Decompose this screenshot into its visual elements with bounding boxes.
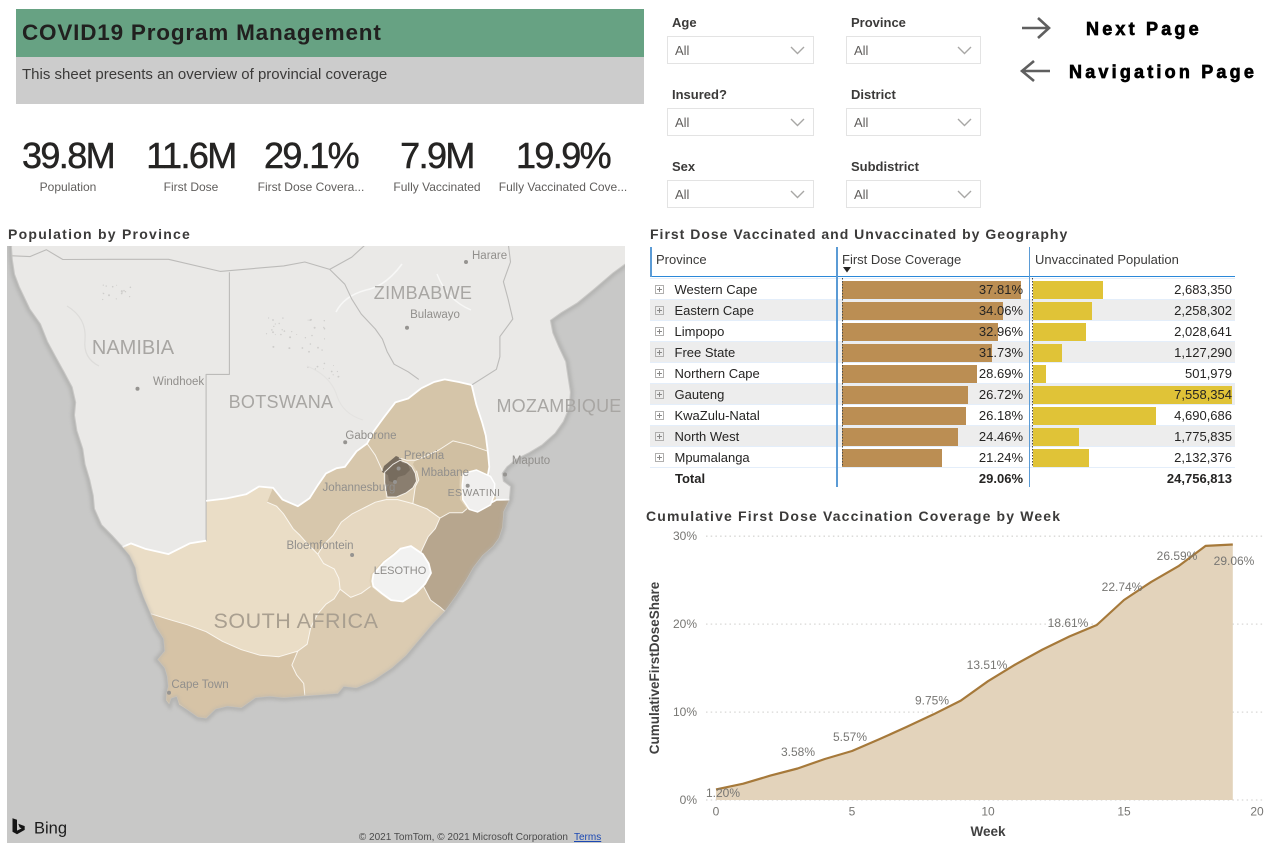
svg-text:© 2021 TomTom, © 2021 Microsof: © 2021 TomTom, © 2021 Microsoft Corporat…	[359, 832, 568, 843]
svg-text:1.20%: 1.20%	[706, 786, 740, 800]
svg-text:CumulativeFirstDoseShare: CumulativeFirstDoseShare	[647, 581, 662, 754]
svg-text:MOZAMBIQUE: MOZAMBIQUE	[496, 396, 621, 416]
svg-text:3.58%: 3.58%	[781, 745, 815, 759]
svg-text:Cape Town: Cape Town	[171, 679, 228, 691]
svg-text:26.59%: 26.59%	[1157, 549, 1198, 563]
svg-text:Bulawayo: Bulawayo	[410, 309, 460, 321]
svg-text:0: 0	[713, 805, 720, 819]
svg-text:Bing: Bing	[34, 820, 67, 838]
svg-text:Pretoria: Pretoria	[404, 450, 445, 462]
svg-text:29.06%: 29.06%	[1214, 554, 1255, 568]
svg-text:ESWATINI: ESWATINI	[448, 487, 501, 499]
svg-text:Windhoek: Windhoek	[153, 376, 204, 388]
svg-text:22.74%: 22.74%	[1102, 580, 1143, 594]
svg-text:BOTSWANA: BOTSWANA	[229, 392, 334, 412]
svg-text:5.57%: 5.57%	[833, 730, 867, 744]
svg-text:20: 20	[1250, 805, 1264, 819]
svg-text:NAMIBIA: NAMIBIA	[92, 337, 175, 359]
svg-text:Mbabane: Mbabane	[421, 467, 469, 479]
svg-text:Gaborone: Gaborone	[345, 430, 396, 442]
svg-text:13.51%: 13.51%	[967, 658, 1008, 672]
svg-text:10: 10	[981, 805, 995, 819]
svg-text:SOUTH AFRICA: SOUTH AFRICA	[214, 609, 379, 633]
svg-text:0%: 0%	[680, 793, 698, 807]
svg-text:10%: 10%	[673, 705, 697, 719]
svg-text:Terms: Terms	[574, 832, 601, 843]
svg-text:15: 15	[1117, 805, 1131, 819]
svg-text:LESOTHO: LESOTHO	[374, 565, 427, 577]
svg-text:Week: Week	[970, 824, 1006, 839]
svg-text:9.75%: 9.75%	[915, 694, 949, 708]
svg-text:Maputo: Maputo	[512, 455, 550, 467]
svg-text:18.61%: 18.61%	[1048, 616, 1089, 630]
svg-text:20%: 20%	[673, 617, 697, 631]
svg-text:30%: 30%	[673, 529, 697, 543]
svg-text:Johannesburg: Johannesburg	[323, 482, 396, 494]
svg-text:ZIMBABWE: ZIMBABWE	[374, 283, 472, 303]
svg-text:Bloemfontein: Bloemfontein	[286, 540, 353, 552]
svg-text:5: 5	[849, 805, 856, 819]
svg-text:Harare: Harare	[472, 250, 507, 262]
